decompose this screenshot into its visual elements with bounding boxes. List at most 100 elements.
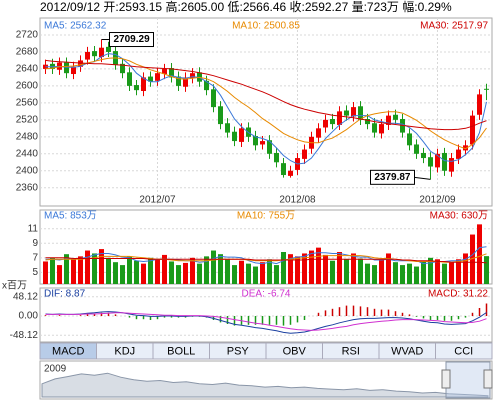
- volume-bar: [477, 224, 482, 284]
- legend-entry: DIF: 8.87: [44, 289, 86, 300]
- candle-body: [407, 133, 412, 146]
- candle-body: [134, 85, 139, 91]
- candle-body: [421, 152, 426, 159]
- volume-bar: [435, 259, 440, 284]
- annotation-box: [370, 169, 415, 185]
- y-tick-label: 2640: [16, 64, 39, 75]
- navigator-handle[interactable]: [483, 369, 493, 389]
- volume-bar: [379, 259, 384, 284]
- volume-bar: [421, 260, 426, 284]
- tab-label[interactable]: CCI: [454, 345, 473, 357]
- candle-body: [337, 111, 342, 125]
- volume-panel: [39, 209, 493, 285]
- volume-bar: [288, 254, 293, 284]
- navigator-handle[interactable]: [441, 369, 451, 389]
- legend-entry: MA5: 853万: [44, 211, 97, 222]
- candle-body: [85, 51, 90, 60]
- candle-body: [71, 66, 76, 75]
- candle-body: [218, 106, 223, 125]
- candle-body: [99, 47, 104, 58]
- candle-body: [64, 62, 69, 74]
- volume-bar: [113, 262, 118, 284]
- y-tick-label: 48.12: [13, 291, 38, 302]
- volume-bar: [155, 259, 160, 284]
- y-tick-label: 2600: [16, 81, 39, 92]
- tab-label[interactable]: PSY: [227, 345, 250, 357]
- volume-bar: [267, 259, 272, 284]
- candle-body: [155, 73, 160, 81]
- candle-body: [344, 110, 349, 116]
- candle-body: [260, 141, 265, 145]
- navigator-window[interactable]: [445, 361, 491, 399]
- y-tick-label: 2400: [16, 165, 39, 176]
- volume-bar: [456, 259, 461, 284]
- volume-bar: [337, 252, 342, 284]
- volume-bar: [323, 254, 328, 284]
- tab-label[interactable]: OBV: [283, 345, 307, 357]
- legend-entry: DEA: -6.74: [242, 289, 291, 300]
- candle-body: [176, 76, 181, 86]
- volume-bar: [190, 257, 195, 284]
- volume-bar: [148, 257, 153, 284]
- candle-body: [92, 51, 97, 57]
- volume-bar: [309, 250, 314, 284]
- volume-bar: [330, 260, 335, 284]
- candle-body: [456, 149, 461, 159]
- x-tick-label: 2012/09: [419, 195, 456, 206]
- tab-label[interactable]: WVAD: [391, 345, 423, 357]
- y-unit: x百万: [2, 280, 27, 292]
- volume-bar: [92, 253, 97, 284]
- volume-bar: [99, 249, 104, 284]
- tab-label[interactable]: KDJ: [114, 345, 135, 357]
- y-tick-label: 2520: [16, 114, 39, 125]
- candle-body: [190, 73, 195, 79]
- candle-body: [78, 60, 83, 67]
- volume-bar: [106, 257, 111, 284]
- volume-bar: [358, 258, 363, 284]
- price-panel: [39, 17, 493, 207]
- legend-entry: MA30: 2517.97: [420, 21, 488, 32]
- candle-body: [120, 63, 125, 74]
- annotation: 2709.29: [114, 34, 151, 45]
- y-tick-label: 11: [28, 223, 39, 234]
- candle-body: [204, 80, 209, 91]
- y-tick-label: 9: [32, 238, 38, 249]
- volume-bar: [204, 256, 209, 284]
- volume-bar: [218, 254, 223, 284]
- legend-entry: MA10: 2500.85: [232, 21, 300, 32]
- candle-body: [316, 128, 321, 138]
- header: 2012/09/12 开:2593.15 高:2605.00 低:2566.46…: [40, 0, 452, 14]
- candle-body: [169, 68, 174, 78]
- volume-bar: [120, 265, 125, 284]
- y-tick-label: 5: [32, 267, 38, 278]
- volume-bar: [225, 259, 230, 284]
- candle-body: [106, 46, 111, 52]
- candle-body: [442, 152, 447, 171]
- tab-label[interactable]: BOLL: [167, 345, 195, 357]
- ma-line: [45, 59, 487, 131]
- annotation-connector: [414, 176, 431, 180]
- candle-body: [393, 114, 398, 120]
- candle-body: [267, 140, 272, 154]
- ma-line: [45, 253, 487, 263]
- volume-bar: [246, 263, 251, 284]
- candle-body: [239, 128, 244, 142]
- annotation: 2379.87: [374, 172, 411, 183]
- candle-body: [351, 107, 356, 117]
- candle-body: [281, 163, 286, 176]
- legend-entry: MACD: 31.22: [428, 289, 488, 300]
- volume-bar: [169, 261, 174, 284]
- volume-bar: [127, 256, 132, 284]
- volume-bar: [78, 256, 83, 284]
- ma-line: [45, 53, 487, 165]
- tab-label[interactable]: RSI: [342, 345, 360, 357]
- volume-bar: [442, 263, 447, 284]
- candle-body: [365, 119, 370, 125]
- navigator-area: [41, 372, 489, 398]
- candle-body: [330, 119, 335, 125]
- legend-entry: MA5: 2562.32: [44, 21, 107, 32]
- ma-line: [45, 312, 487, 331]
- tab-label[interactable]: MACD: [52, 345, 84, 357]
- tab[interactable]: [435, 342, 493, 360]
- x-tick-label: 2012/07: [139, 195, 176, 206]
